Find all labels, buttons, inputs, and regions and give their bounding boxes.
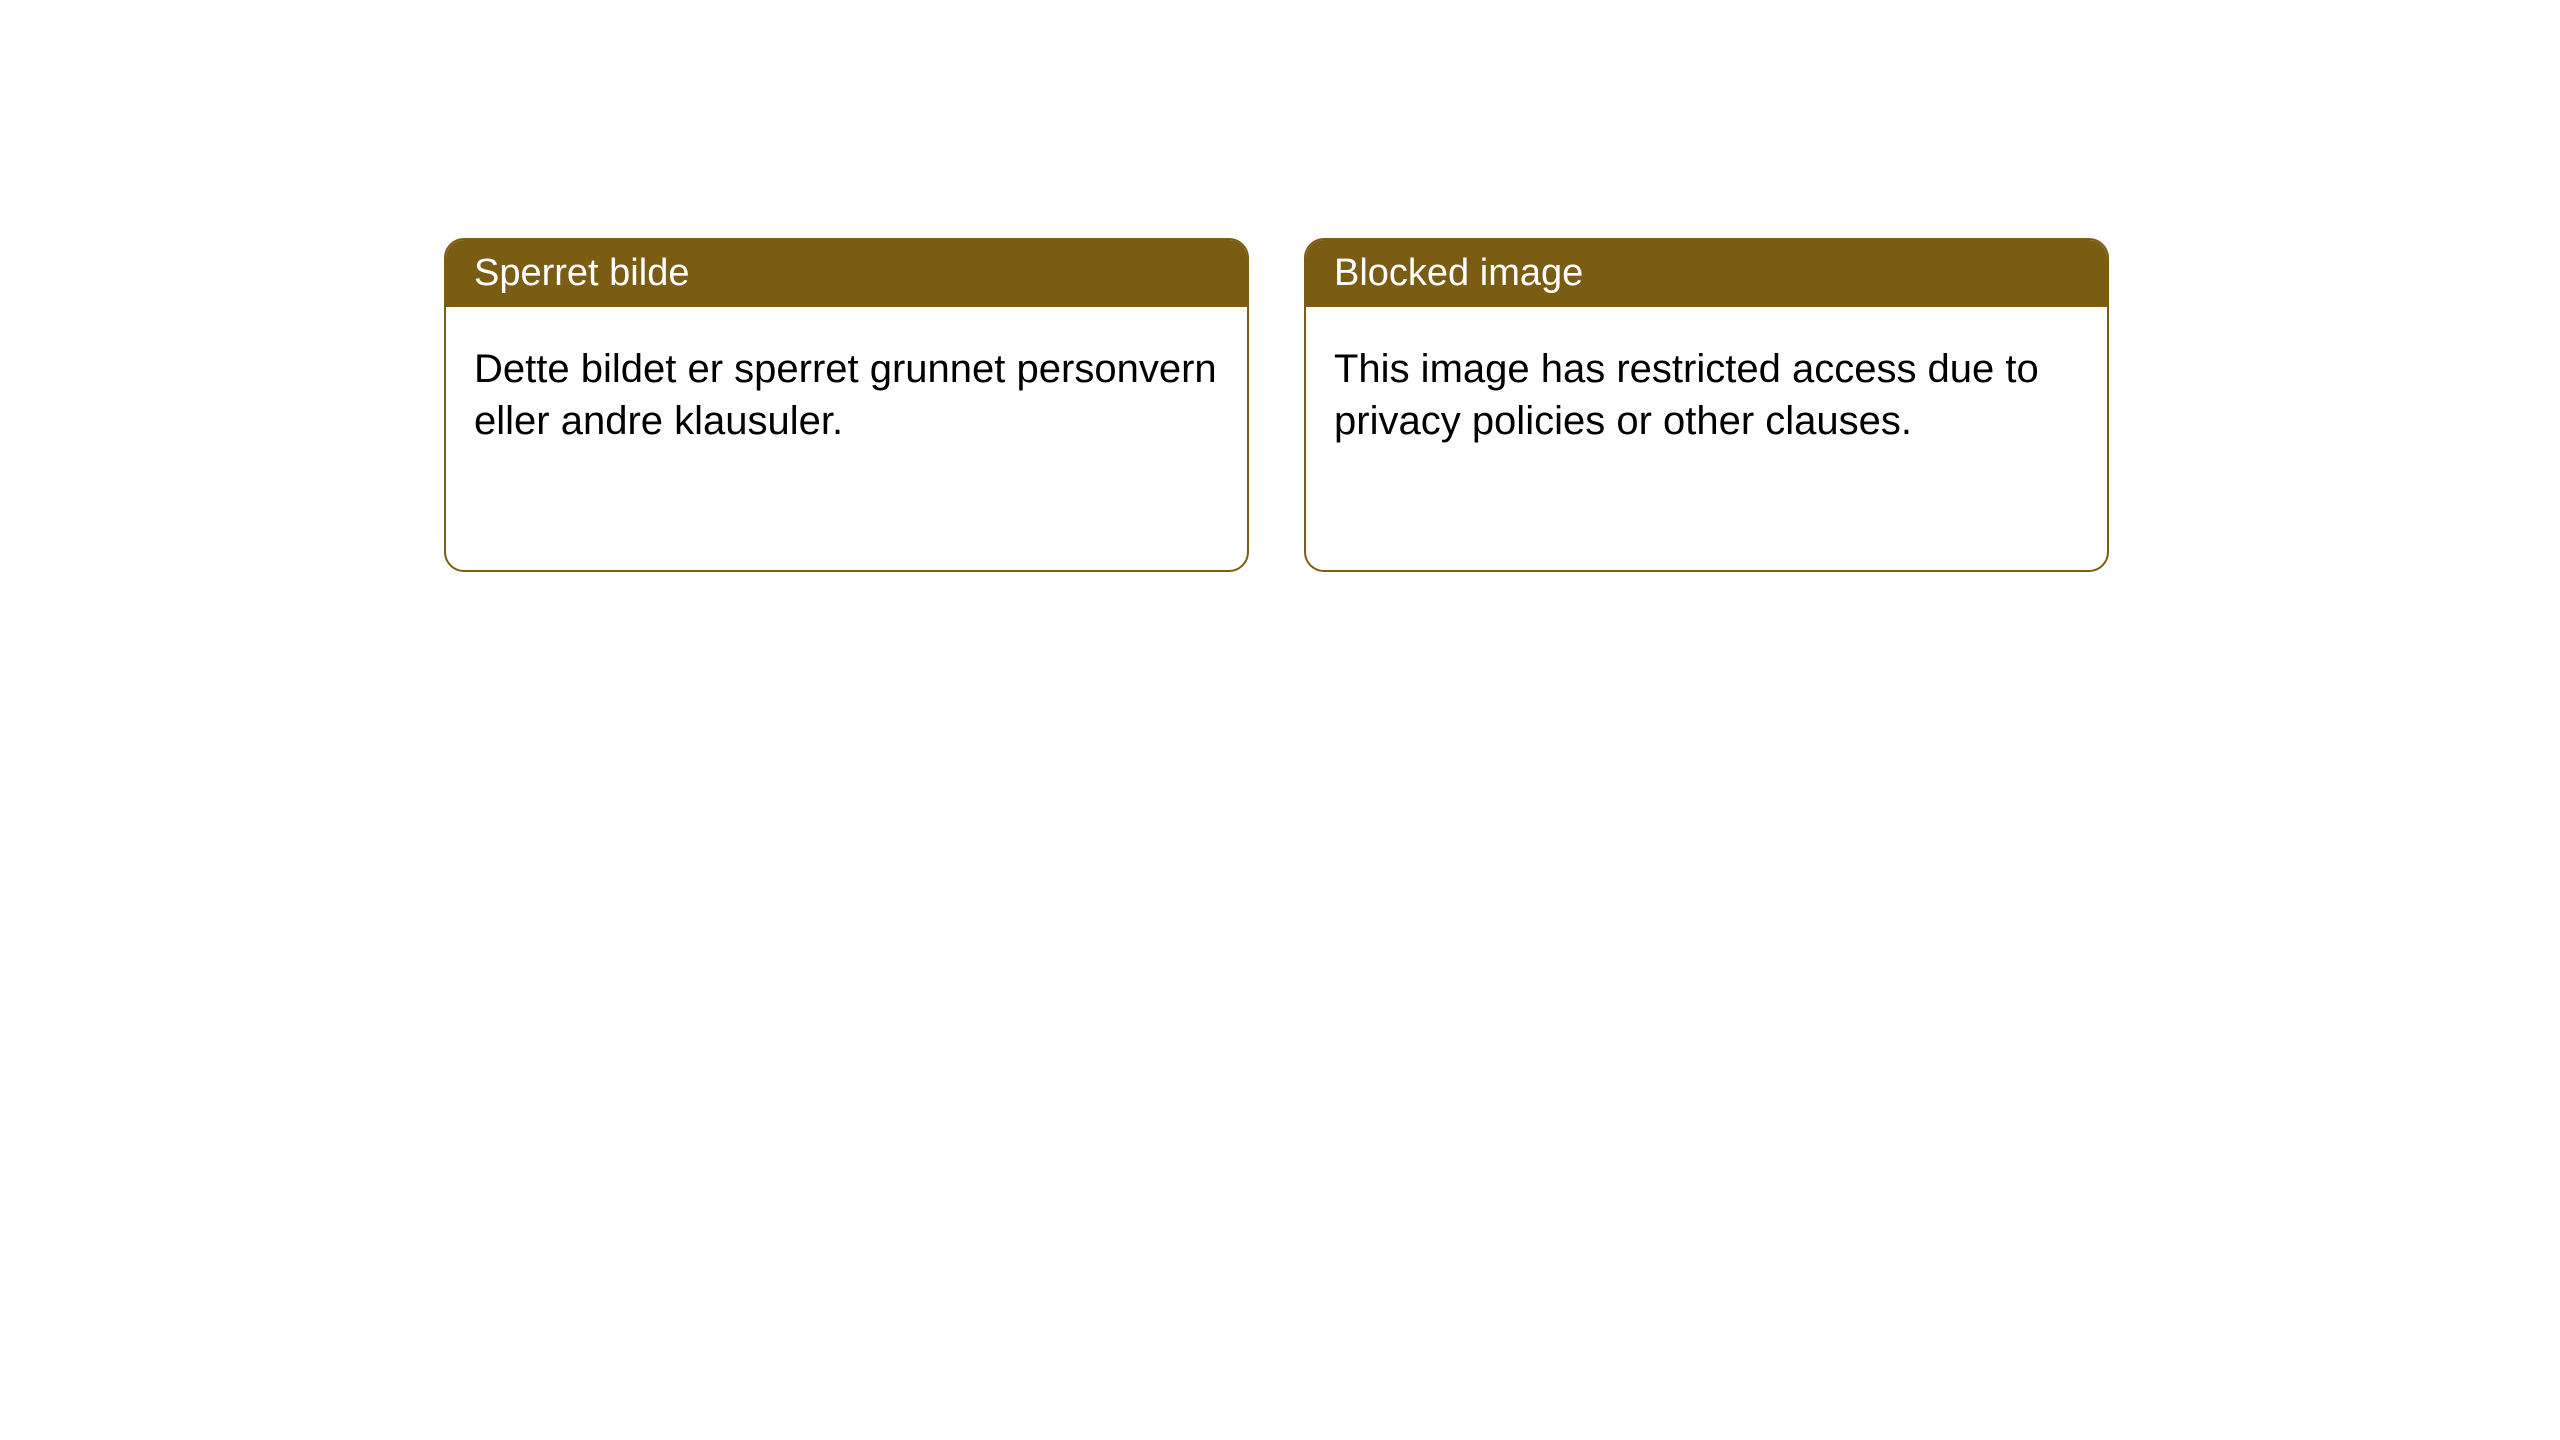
card-body: This image has restricted access due to … [1306,307,2107,483]
card-title: Sperret bilde [474,252,689,294]
card-body: Dette bildet er sperret grunnet personve… [446,307,1247,483]
card-message: This image has restricted access due to … [1334,347,2039,443]
card-message: Dette bildet er sperret grunnet personve… [474,347,1217,443]
card-title: Blocked image [1334,252,1583,294]
notice-card-english: Blocked image This image has restricted … [1304,238,2109,572]
notice-card-norwegian: Sperret bilde Dette bildet er sperret gr… [444,238,1249,572]
notice-container: Sperret bilde Dette bildet er sperret gr… [0,0,2560,572]
card-header: Sperret bilde [446,240,1247,307]
card-header: Blocked image [1306,240,2107,307]
